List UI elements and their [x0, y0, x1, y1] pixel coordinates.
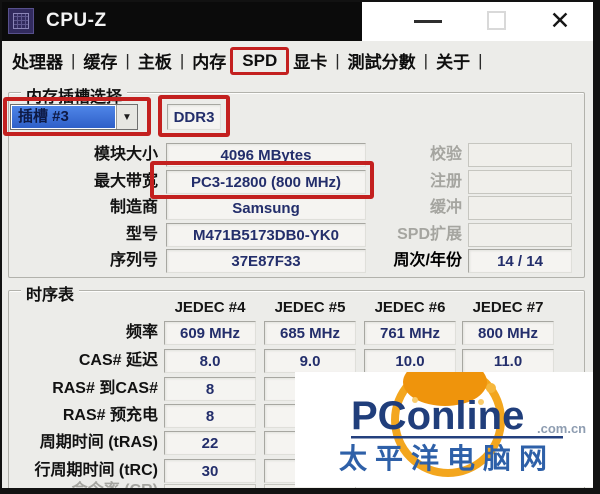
chevron-down-icon[interactable]: ▼	[116, 105, 137, 129]
memory-type-field: DDR3	[167, 104, 221, 130]
tab-cpu[interactable]: 处理器	[12, 53, 63, 72]
col-header-jedec7: JEDEC #7	[472, 299, 544, 316]
cas-latency-label: CAS# 延迟	[78, 352, 158, 369]
cas-latency-cell: 10.0	[364, 349, 456, 373]
trc-label: 行周期时间 (tRC)	[34, 462, 158, 479]
slot-select-value: 插槽 #3	[12, 106, 115, 128]
manufacturer-value: Samsung	[166, 196, 366, 220]
close-icon[interactable]: ✕	[549, 7, 571, 35]
tab-separator: |	[125, 50, 130, 70]
registered-label: 注册	[429, 173, 462, 190]
week-year-label: 周次/年份	[393, 252, 462, 269]
annotation-box-ddr3	[158, 95, 230, 137]
week-year-value: 14 / 14	[468, 249, 572, 273]
cas-latency-cell: 8.0	[164, 349, 256, 373]
part-number-label: 型号	[125, 226, 158, 243]
manufacturer-label: 制造商	[109, 199, 158, 216]
window-border-left	[0, 0, 2, 494]
annotation-box-bandwidth	[150, 161, 374, 199]
tras-label: 周期时间 (tRAS)	[39, 434, 158, 451]
ras-precharge-label: RAS# 预充电	[62, 407, 158, 424]
buffered-value	[468, 196, 572, 220]
buffered-label: 缓冲	[429, 199, 462, 216]
spd-ext-label: SPD扩展	[397, 226, 462, 243]
tab-bar: 处理器 | 缓存 | 主板 | 内存 SPD 显卡 | 測試分數 | 关于 |	[0, 44, 600, 77]
part-number-value: M471B5173DB0-YK0	[166, 223, 366, 247]
correction-label: 校验	[429, 146, 462, 163]
col-header-jedec6: JEDEC #6	[374, 299, 446, 316]
window-border-top	[0, 0, 600, 2]
col-header-jedec4: JEDEC #4	[174, 299, 246, 316]
timings-group-title: 时序表	[21, 281, 80, 305]
trc-cell: 30	[164, 459, 256, 483]
tab-separator: |	[478, 50, 483, 70]
pconline-logo: PConline .com.cn 太平洋电脑网	[339, 372, 586, 477]
tras-cell: 22	[164, 431, 256, 455]
col-header-jedec5: JEDEC #5	[274, 299, 346, 316]
tab-memory[interactable]: 内存	[192, 53, 227, 72]
pconline-watermark: PConline .com.cn 太平洋电脑网	[295, 372, 598, 487]
tab-separator: |	[71, 50, 76, 70]
module-size-label: 模块大小	[93, 146, 158, 163]
tab-separator: |	[335, 50, 340, 70]
serial-number-label: 序列号	[109, 252, 158, 269]
minimize-icon[interactable]	[414, 20, 442, 23]
tab-caches[interactable]: 缓存	[83, 53, 118, 72]
watermark-brand-text: PConline	[351, 394, 524, 438]
serial-number-value: 37E87F33	[166, 249, 366, 273]
correction-value	[468, 143, 572, 167]
ras-to-cas-cell: 8	[164, 377, 256, 401]
annotation-box-slot	[3, 97, 151, 136]
max-bandwidth-value: PC3-12800 (800 MHz)	[166, 170, 366, 194]
tab-bench[interactable]: 測試分數	[347, 53, 416, 72]
tab-mainboard[interactable]: 主板	[137, 53, 172, 72]
window-border-bottom	[0, 488, 600, 494]
timings-groupbox: 时序表	[8, 281, 585, 494]
slot-select[interactable]: 插槽 #3 ▼	[10, 104, 138, 130]
max-bandwidth-label: 最大带宽	[93, 173, 158, 190]
cpuz-app-icon	[8, 7, 34, 34]
tab-separator: |	[179, 50, 185, 70]
tab-separator: |	[423, 50, 429, 70]
tab-about[interactable]: 关于	[436, 53, 471, 72]
ras-precharge-cell: 8	[164, 404, 256, 428]
maximize-icon[interactable]	[487, 11, 506, 30]
titlebar: CPU-Z ✕	[0, 0, 600, 41]
ras-to-cas-label: RAS# 到CAS#	[52, 380, 158, 397]
tab-spd[interactable]: SPD	[230, 46, 290, 75]
window-border-right	[593, 0, 600, 494]
watermark-domain-text: .com.cn	[537, 421, 586, 436]
cas-latency-cell: 11.0	[462, 349, 554, 373]
spd-ext-value	[468, 223, 572, 247]
frequency-cell: 800 MHz	[462, 321, 554, 345]
cas-latency-cell: 9.0	[264, 349, 356, 373]
tab-graphics[interactable]: 显卡	[293, 53, 328, 72]
registered-value	[468, 170, 572, 194]
frequency-cell: 761 MHz	[364, 321, 456, 345]
window-title: CPU-Z	[46, 9, 107, 31]
watermark-sitename-text: 太平洋电脑网	[339, 442, 555, 474]
titlebar-left: CPU-Z	[0, 0, 362, 41]
frequency-cell: 685 MHz	[264, 321, 356, 345]
frequency-cell: 609 MHz	[164, 321, 256, 345]
frequency-label: 频率	[125, 324, 158, 341]
